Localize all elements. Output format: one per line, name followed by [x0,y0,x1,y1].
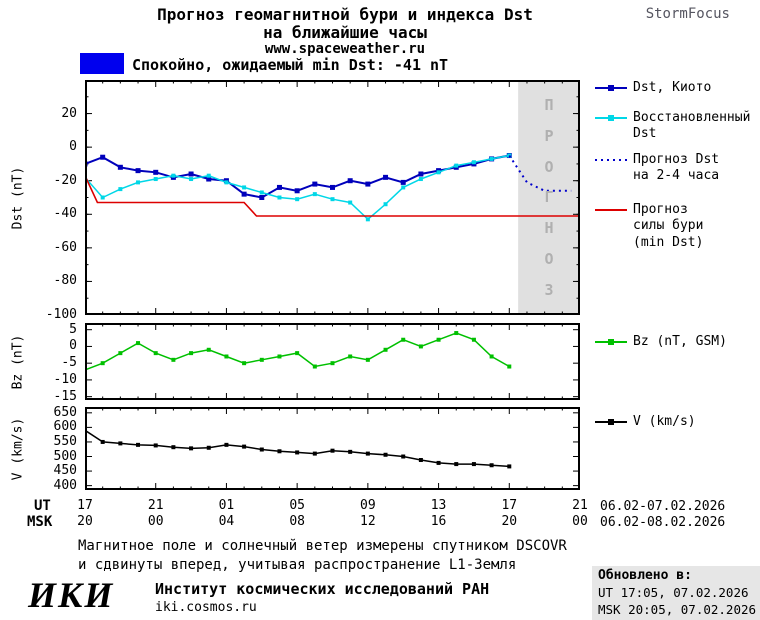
x-tick-label: 21 [572,498,588,513]
x-tick-label: 05 [289,498,305,513]
ut-row-label: UT [34,498,51,514]
x-tick-label: 13 [430,498,447,513]
footnote-line2: и сдвинуты вперед, учитывая распростране… [78,557,517,573]
source-site-url: www.spaceweather.ru [264,41,426,57]
y-tick-label: -100 [45,307,77,322]
legend-marker-icon [595,159,627,161]
x-tick-label: 17 [501,498,518,513]
y-tick-label: 400 [53,477,77,493]
legend-label: Dst, Киото [633,80,712,95]
y-tick-label: -10 [53,371,77,387]
x-tick-label: 00 [572,514,588,529]
legend-item: Прогноз силы бури (min Dst) [595,202,703,251]
updated-time-ut: UT 17:05, 07.02.2026 [598,585,749,600]
iki-logo: ИКИ [28,575,115,615]
ut-date-range: 06.02-07.02.2026 [600,499,726,514]
legend: Dst, Киото Восстановленный Dst Прогноз Dst н… [595,0,760,500]
y-axis-title: Dst (nT) [10,166,26,229]
status-text: Спокойно, ожидаемый min Dst: -41 nT [132,56,449,74]
y-tick-label: -80 [53,273,77,289]
legend-marker-icon [595,85,627,91]
legend-label: V (km/s) [633,414,696,429]
updated-box: Обновлено в: UT 17:05, 07.02.2026 MSK 20… [592,566,760,620]
y-tick-label: -60 [53,239,77,255]
y-tick-label: 550 [53,433,77,449]
x-tick-label: 16 [430,514,447,529]
y-tick-label: 20 [61,105,77,121]
y-tick-label: 650 [53,404,77,420]
bz-chart-panel [85,323,580,400]
y-tick-label: 5 [69,321,77,337]
msk-row-label: MSK [27,514,53,530]
legend-item: Bz (nT, GSM) [595,334,727,350]
y-axis-title: Bz (nT) [10,334,26,389]
legend-marker-icon [595,419,627,425]
y-tick-label: 600 [53,419,77,435]
legend-label: Прогноз силы бури (min Dst) [633,202,704,250]
legend-marker-icon [595,115,627,121]
x-tick-label: 01 [218,498,235,513]
page-subtitle: на ближайшие часы [263,23,427,42]
legend-label: Восстановленный Dst [633,110,751,142]
x-tick-label: 17 [77,498,93,513]
y-tick-label: -5 [61,355,77,371]
y-tick-label: 0 [69,338,77,354]
legend-item: Dst, Киото [595,80,711,96]
institute-name: Институт космических исследований РАН [155,580,490,598]
x-tick-label: 20 [77,514,93,529]
y-tick-label: -40 [53,206,77,222]
legend-item: Прогноз Dst на 2-4 часа [595,152,719,185]
x-tick-label: 20 [501,514,518,529]
x-tick-label: 00 [147,514,164,529]
page-title: Прогноз геомагнитной бури и индекса Dst [157,5,533,24]
legend-marker-icon [595,209,627,211]
legend-label: Bz (nT, GSM) [633,334,727,349]
brand-label: StormFocus [645,6,730,22]
y-tick-label: 0 [69,139,77,155]
x-tick-label: 12 [360,514,376,529]
y-tick-label: 500 [53,448,77,464]
legend-item: V (km/s) [595,414,696,430]
legend-item: Восстановленный Dst [595,110,750,143]
x-tick-label: 04 [218,514,235,529]
updated-time-msk: MSK 20:05, 07.02.2026 [598,602,757,617]
x-tick-label: 21 [147,498,164,513]
y-tick-label: -15 [53,388,77,404]
legend-marker-icon [595,339,627,345]
status-swatch [80,53,124,74]
y-tick-label: 450 [53,463,77,479]
footnote-line1: Магнитное поле и солнечный ветер измерен… [78,538,567,554]
updated-label: Обновлено в: [598,568,692,583]
msk-date-range: 06.02-08.02.2026 [600,515,726,530]
legend-label: Прогноз Dst на 2-4 часа [633,152,720,184]
y-axis-title: V (km/s) [10,417,26,480]
iki-site-url: iki.cosmos.ru [155,600,257,615]
y-tick-label: -20 [53,172,77,188]
x-tick-label: 09 [360,498,376,513]
v-chart-panel [85,407,580,490]
x-tick-label: 08 [289,514,305,529]
